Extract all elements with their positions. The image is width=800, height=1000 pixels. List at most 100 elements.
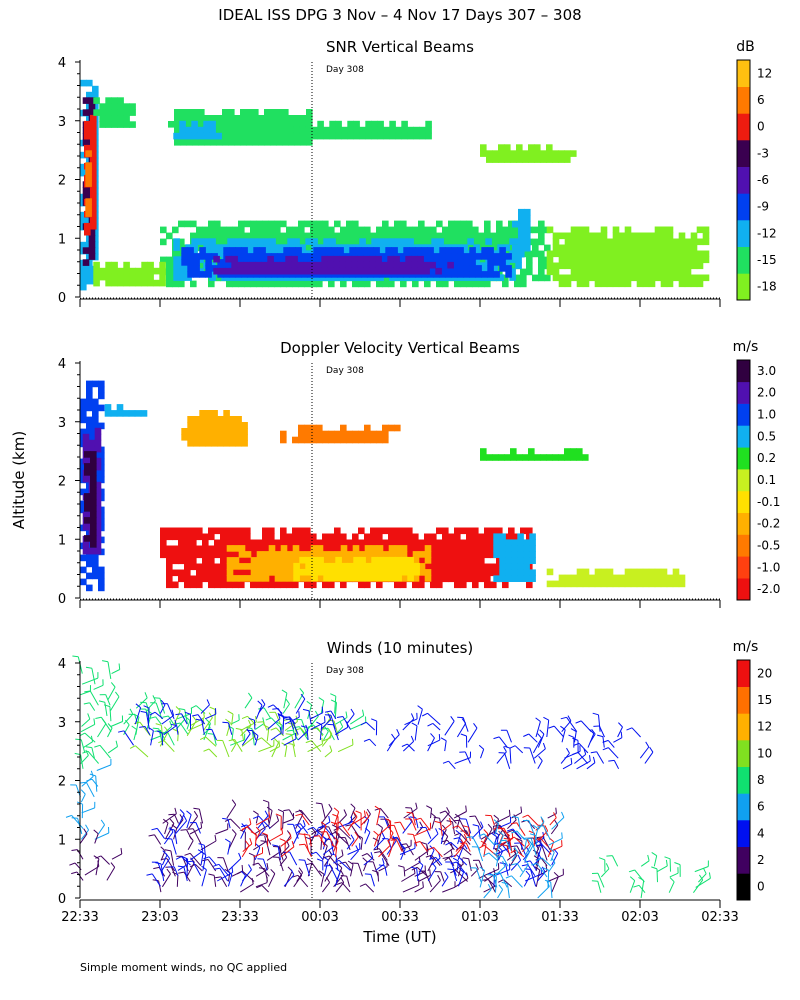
wind-barb — [163, 740, 175, 753]
heatmap-cell — [430, 533, 437, 541]
heatmap-cell — [86, 380, 93, 388]
heatmap-cell — [395, 556, 402, 564]
wind-barb — [197, 714, 206, 725]
wind-barb — [549, 817, 557, 826]
heatmap-cell — [490, 581, 497, 589]
heatmap-cell — [538, 250, 545, 258]
wind-barb-flag — [390, 839, 397, 841]
heatmap-cell — [654, 268, 662, 276]
wind-barb — [400, 848, 406, 860]
heatmap-region — [480, 448, 589, 461]
heatmap-cell — [505, 265, 512, 272]
heatmap-cell — [364, 280, 371, 288]
heatmap-cell — [309, 267, 316, 275]
heatmap-cell — [594, 262, 602, 270]
heatmap-cell — [184, 533, 191, 541]
wind-barb-flag — [442, 760, 449, 764]
heatmap-cell — [648, 580, 656, 588]
colorbar-label: 15 — [757, 693, 772, 707]
heatmap-cell — [187, 253, 194, 260]
wind-barb-flag — [175, 706, 181, 712]
wind-barb-flag — [162, 715, 169, 718]
heatmap-cell — [376, 436, 383, 444]
wind-barb — [477, 846, 484, 862]
colorbar-swatch — [737, 360, 750, 383]
heatmap-cell — [268, 280, 275, 288]
heatmap-cell — [642, 268, 650, 276]
heatmap-cell — [376, 551, 384, 558]
heatmap-cell — [323, 126, 330, 134]
heatmap-cell — [347, 574, 354, 582]
wind-barb-flag — [708, 872, 711, 879]
heatmap-cell — [606, 262, 614, 270]
heatmap-cell — [466, 569, 473, 577]
heatmap-cell — [413, 568, 420, 576]
heatmap-cell — [523, 539, 530, 546]
heatmap-cell — [618, 262, 626, 270]
wind-barb-flag — [177, 865, 184, 868]
heatmap-cell — [268, 581, 275, 589]
wind-barb-flag — [362, 709, 365, 716]
heatmap-cell — [505, 563, 512, 570]
heatmap-cell — [94, 463, 102, 471]
heatmap-cell — [666, 280, 674, 288]
wind-barb — [284, 721, 298, 732]
colorbar-label: 6 — [757, 93, 765, 107]
heatmap-cell — [512, 220, 519, 228]
heatmap-cell — [412, 533, 419, 541]
heatmap-cell — [340, 430, 347, 438]
heatmap-cell — [341, 132, 348, 140]
wind-barb — [170, 850, 175, 866]
heatmap-cell — [304, 533, 311, 541]
wind-barb-flag — [324, 710, 332, 713]
heatmap-cell — [511, 545, 518, 552]
heatmap-cell — [166, 262, 173, 270]
wind-barb-flag — [295, 809, 302, 813]
wind-barb-flag — [341, 849, 344, 856]
heatmap-cell — [90, 198, 97, 206]
heatmap-cell — [280, 238, 287, 246]
heatmap-cell — [678, 238, 686, 246]
wind-barb — [268, 810, 273, 824]
heatmap-cell — [198, 109, 205, 116]
heatmap-cell — [469, 259, 476, 266]
heatmap-cell — [117, 109, 124, 116]
wind-barb-flag — [235, 727, 242, 731]
heatmap-cell — [250, 569, 258, 576]
heatmap-cell — [406, 533, 413, 541]
heatmap-cell — [280, 545, 288, 552]
heatmap-cell — [672, 250, 680, 258]
wind-barb — [496, 834, 500, 845]
wind-barb-flag — [98, 700, 105, 703]
wind-barb-flag — [186, 810, 192, 816]
heatmap-cell — [642, 232, 650, 240]
heatmap-cell — [184, 545, 191, 553]
heatmap-cell — [166, 551, 173, 559]
wind-barb — [329, 865, 339, 882]
heatmap-cell — [286, 569, 294, 576]
wind-barb — [506, 853, 517, 861]
heatmap-cell — [98, 476, 105, 484]
wind-barb-flag — [572, 752, 579, 755]
wind-barb-flag — [493, 826, 500, 830]
heatmap-cell — [457, 253, 464, 260]
heatmap-cell — [262, 557, 270, 564]
heatmap-cell — [346, 220, 353, 228]
heatmap-cell — [430, 575, 437, 583]
heatmap-cell — [499, 569, 506, 576]
heatmap-cell — [480, 448, 487, 455]
heatmap-cell — [502, 226, 509, 234]
wind-barb — [597, 873, 605, 888]
heatmap-cell — [618, 274, 626, 282]
heatmap-cell — [480, 150, 487, 157]
heatmap-cell — [389, 238, 396, 245]
heatmap-cell — [208, 545, 215, 553]
heatmap-cell — [612, 262, 620, 270]
heatmap-cell — [606, 244, 614, 252]
heatmap-cell — [576, 256, 584, 264]
heatmap-cell — [499, 563, 506, 570]
heatmap-cell — [288, 139, 295, 146]
heatmap-cell — [499, 259, 506, 266]
wind-barb-flag — [620, 731, 623, 738]
heatmap-cell — [351, 267, 358, 275]
